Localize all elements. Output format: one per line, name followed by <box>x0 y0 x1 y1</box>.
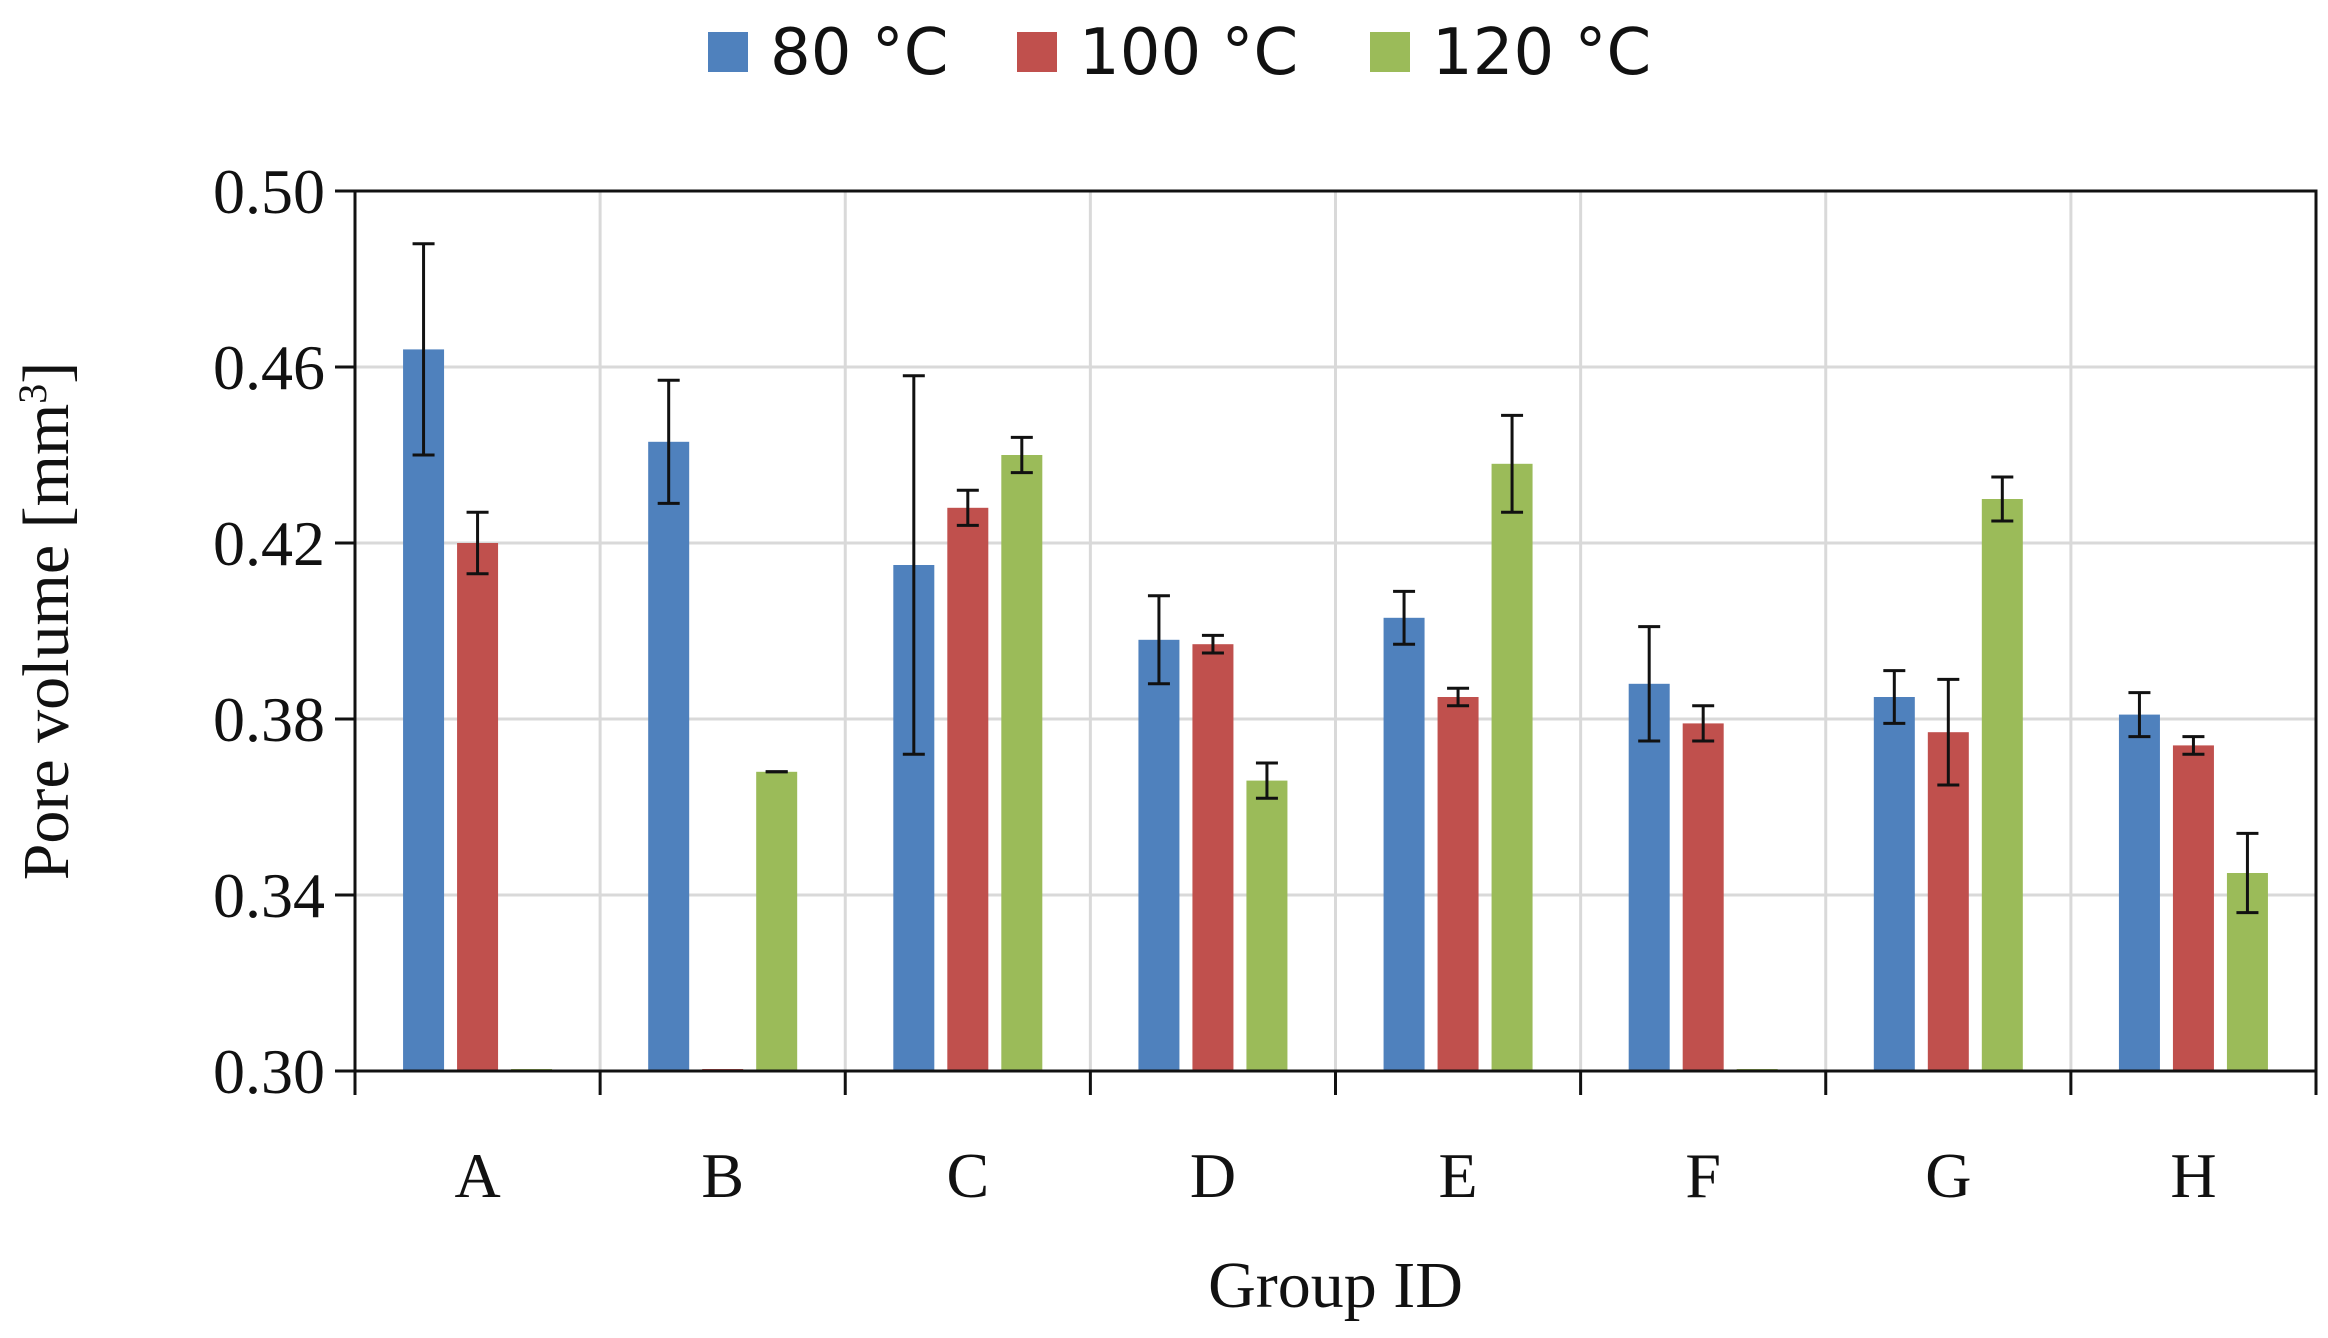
bar-c-series-2 <box>947 507 989 1071</box>
error-bar-h-series-1 <box>2128 691 2151 739</box>
legend-swatch <box>708 32 748 72</box>
y-axis-title: Pore volume [mm3] <box>10 362 84 881</box>
x-axis-title: Group ID <box>1208 1249 1463 1322</box>
axes: 0.30 0.34 0.38 0.42 0.46 0.50 A B C D E F G H <box>213 156 2318 1211</box>
x-tick-label: C <box>946 1140 989 1211</box>
error-bar-a-series-2 <box>466 510 489 576</box>
y-tick-label: 0.42 <box>213 508 325 579</box>
legend-item-series-1: 80 °C <box>708 16 948 90</box>
y-axis-title-suffix: ] <box>10 362 83 384</box>
error-bar-b-series-1 <box>657 378 680 505</box>
error-bar-c-series-1 <box>902 374 925 756</box>
error-bar-d-series-1 <box>1147 594 1170 686</box>
x-tick-label: G <box>1925 1140 1971 1211</box>
error-bar-g-series-2 <box>1937 677 1960 787</box>
error-bar-c-series-3 <box>1010 435 1033 475</box>
bar-e-series-3 <box>1491 463 1533 1071</box>
bar-f-series-2 <box>1682 723 1724 1071</box>
x-tick-label: H <box>2170 1140 2216 1211</box>
legend-label: 80 °C <box>770 16 948 90</box>
bar-e-series-1 <box>1383 617 1425 1071</box>
y-tick-label: 0.30 <box>213 1036 325 1107</box>
bar-e-series-2 <box>1437 697 1479 1071</box>
y-tick-label: 0.34 <box>213 860 325 931</box>
error-bar-h-series-2 <box>2182 735 2205 756</box>
bar-f-series-1 <box>1628 683 1670 1071</box>
error-bar-g-series-1 <box>1883 669 1906 725</box>
y-axis-title-main: Pore volume [mm <box>10 404 83 881</box>
x-tick-label: D <box>1190 1140 1236 1211</box>
y-axis-title-superscript: 3 <box>10 384 55 404</box>
bars <box>403 242 2268 1071</box>
error-bar-h-series-3 <box>2236 831 2259 915</box>
bar-g-series-2 <box>1927 732 1969 1071</box>
error-bar-f-series-1 <box>1638 625 1661 743</box>
y-tick-label: 0.50 <box>213 156 325 227</box>
bar-a-series-1 <box>403 349 445 1071</box>
x-tick-label: A <box>454 1140 500 1211</box>
error-bar-e-series-2 <box>1447 686 1470 708</box>
error-bar-g-series-3 <box>1991 475 2014 523</box>
bar-h-series-2 <box>2172 745 2214 1071</box>
error-bar-c-series-2 <box>956 488 979 527</box>
y-tick-label: 0.38 <box>213 684 325 755</box>
x-tick-label: F <box>1685 1140 1721 1211</box>
error-bar-e-series-3 <box>1501 413 1524 514</box>
legend-swatch <box>1370 32 1410 72</box>
legend-item-series-2: 100 °C <box>1017 16 1298 90</box>
bar-b-series-1 <box>648 441 690 1071</box>
legend-label: 120 °C <box>1432 16 1651 90</box>
bar-g-series-1 <box>1873 697 1915 1071</box>
x-tick-label: B <box>701 1140 744 1211</box>
bar-d-series-1 <box>1138 639 1180 1071</box>
error-bar-d-series-3 <box>1255 761 1278 800</box>
x-tick-label: E <box>1439 1140 1478 1211</box>
error-bar-f-series-2 <box>1692 704 1715 743</box>
legend-swatch <box>1017 32 1057 72</box>
bar-c-series-3 <box>1001 455 1043 1071</box>
error-bar-e-series-1 <box>1393 589 1416 646</box>
legend-item-series-3: 120 °C <box>1370 16 1651 90</box>
bar-h-series-1 <box>2118 714 2160 1071</box>
bar-d-series-3 <box>1246 780 1288 1071</box>
legend-label: 100 °C <box>1079 16 1298 90</box>
legend: 80 °C 100 °C 120 °C <box>708 16 1651 90</box>
error-bar-d-series-2 <box>1201 633 1224 655</box>
bar-b-series-3 <box>756 771 798 1071</box>
bar-a-series-2 <box>457 543 499 1071</box>
error-bar-a-series-1 <box>412 242 435 457</box>
bar-d-series-2 <box>1192 644 1234 1071</box>
y-tick-label: 0.46 <box>213 332 325 403</box>
bar-g-series-3 <box>1981 499 2023 1071</box>
